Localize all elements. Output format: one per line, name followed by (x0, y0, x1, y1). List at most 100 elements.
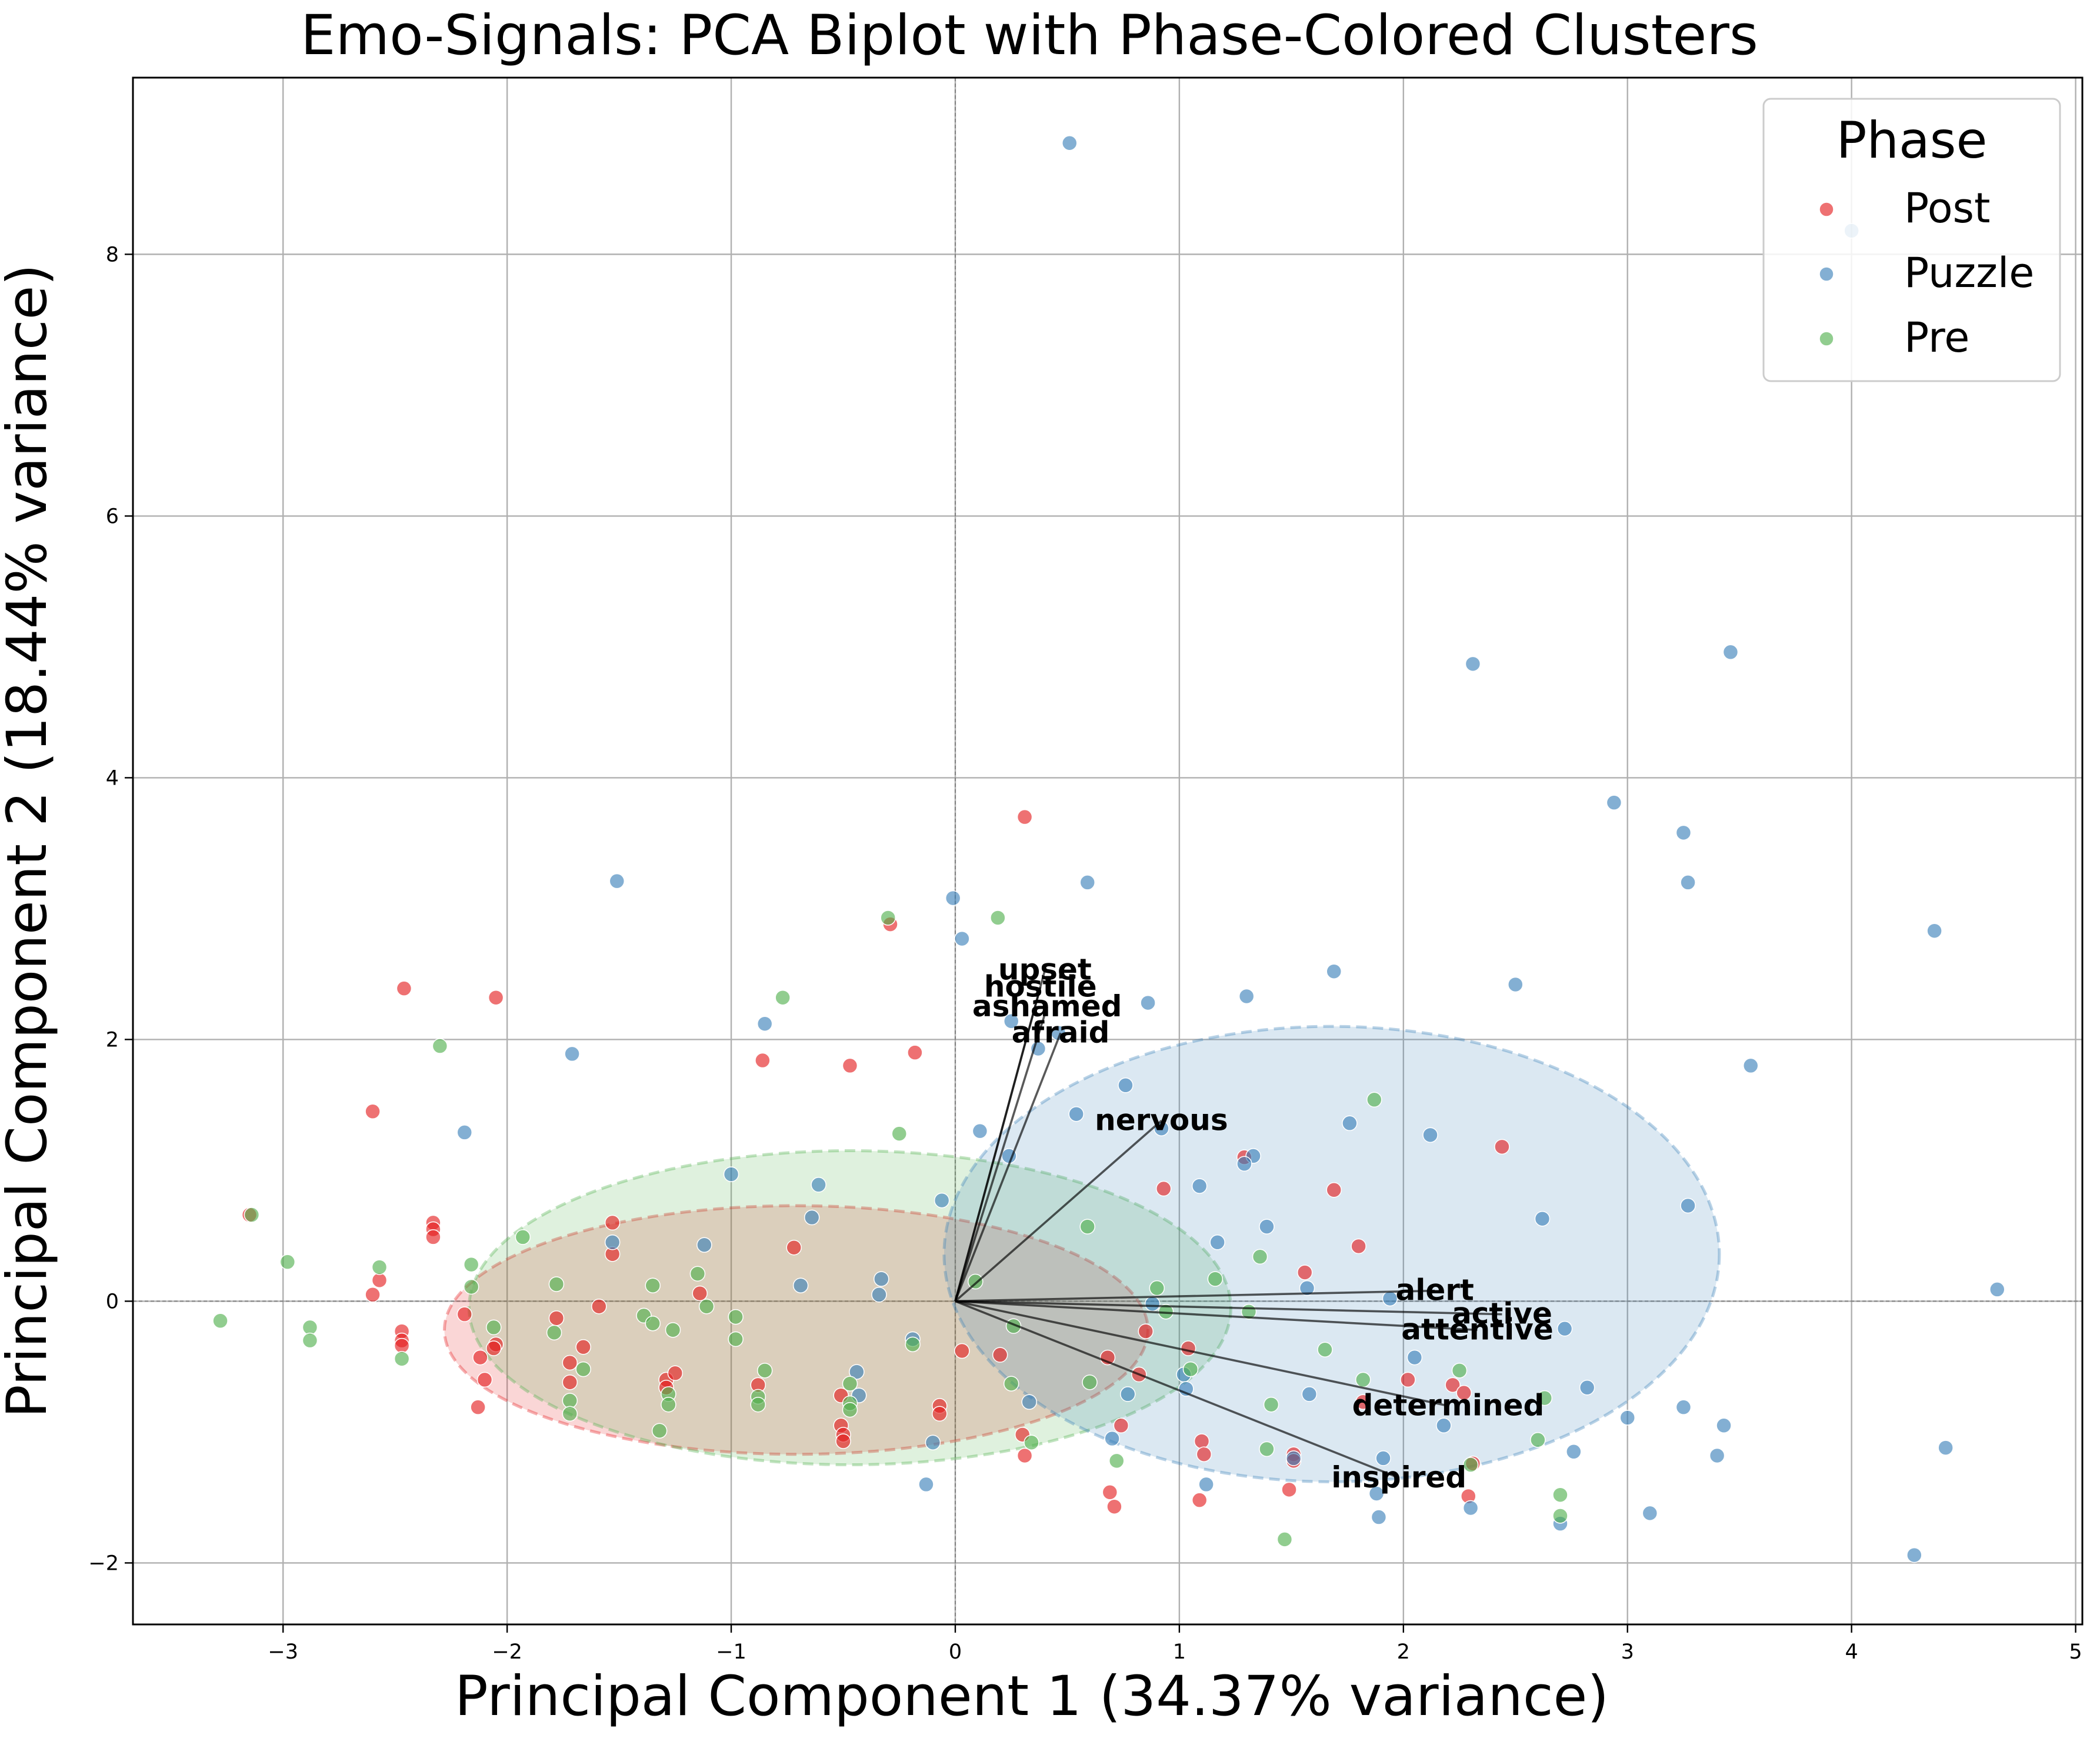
y-tick-label: 4 (106, 766, 119, 790)
data-point-post (470, 1399, 486, 1415)
data-point-post (1194, 1433, 1210, 1449)
loading-arrow-attentive (955, 1300, 1478, 1332)
data-point-puzzle (756, 1016, 773, 1032)
data-point-pre (1552, 1487, 1568, 1503)
data-point-post (1296, 1264, 1313, 1280)
loading-label-upset: upset (998, 952, 1092, 986)
data-point-puzzle (1238, 988, 1255, 1005)
loading-arrow-nervous (954, 1120, 1162, 1302)
data-point-pre (645, 1277, 661, 1293)
loading-arrow-inspired (955, 1300, 1399, 1479)
data-point-puzzle (1375, 1450, 1391, 1466)
axis-ticks: −3 −2 −1 0 1 2 3 4 5 −2 0 2 4 6 8 (88, 243, 2082, 1664)
data-point-puzzle (871, 1287, 887, 1303)
data-point-puzzle (1120, 1386, 1136, 1402)
data-point-puzzle (849, 1364, 865, 1380)
data-point-post (575, 1339, 591, 1355)
data-point-puzzle (1716, 1417, 1732, 1434)
data-point-puzzle (1579, 1380, 1595, 1396)
data-point-puzzle (1422, 1127, 1438, 1143)
data-point-puzzle (1299, 1280, 1315, 1296)
data-point-puzzle (696, 1237, 712, 1253)
data-point-pre (1252, 1249, 1268, 1265)
data-point-pre (645, 1315, 661, 1332)
data-point-post (1106, 1499, 1122, 1514)
data-point-post (932, 1406, 948, 1422)
data-point-pre (1207, 1271, 1224, 1287)
legend-label-puzzle: Puzzle (1904, 249, 2034, 297)
legend-box (1762, 98, 2061, 382)
data-point-puzzle (1926, 923, 1942, 939)
data-point-pre (990, 910, 1006, 926)
loading-label-determined: determined (1352, 1388, 1545, 1422)
data-point-post (365, 1287, 381, 1303)
data-point-pre (1276, 1532, 1293, 1547)
legend-title: Phase (1836, 111, 1988, 170)
data-point-pre (1552, 1508, 1568, 1524)
cluster-ellipse-puzzle (942, 1025, 1721, 1483)
x-tick-label: −1 (716, 1640, 746, 1664)
y-tick-label: 0 (106, 1290, 119, 1313)
data-point-pre (1317, 1342, 1333, 1357)
data-point-pre (756, 1363, 773, 1379)
data-point-pre (212, 1313, 228, 1329)
data-point-pre (575, 1361, 591, 1377)
data-point-post (1355, 1394, 1371, 1410)
data-point-post (562, 1354, 578, 1371)
data-point-post (1016, 809, 1033, 825)
data-point-post (371, 1272, 388, 1289)
data-point-puzzle (811, 1177, 826, 1193)
data-point-puzzle (792, 1277, 809, 1293)
data-point-pre (1263, 1396, 1279, 1413)
data-point-puzzle (1680, 875, 1696, 890)
data-point-puzzle (1140, 995, 1156, 1011)
legend-marker-post (1819, 202, 1834, 217)
data-point-pre (842, 1376, 858, 1392)
data-point-post (472, 1349, 488, 1366)
loading-arrow-active (955, 1300, 1502, 1316)
data-point-post (425, 1229, 441, 1245)
data-point-post (604, 1215, 621, 1231)
data-point-post (1016, 1447, 1033, 1464)
data-point-pre (548, 1276, 565, 1292)
data-point-puzzle (972, 1123, 988, 1139)
data-point-puzzle (1144, 1296, 1161, 1312)
data-point-post (591, 1299, 607, 1314)
legend-label-pre: Pre (1904, 313, 1969, 362)
data-point-puzzle (954, 930, 970, 947)
legend-marker-pre (1819, 331, 1834, 346)
data-point-pre (1462, 1457, 1479, 1473)
data-point-puzzle (1368, 1486, 1385, 1502)
data-point-pre (905, 1336, 921, 1353)
x-tick-label: −3 (268, 1640, 298, 1664)
data-point-pre (1082, 1374, 1098, 1390)
data-point-puzzle (1642, 1505, 1658, 1522)
data-point-pre (775, 989, 791, 1006)
data-point-pre (562, 1406, 578, 1422)
data-point-pre (968, 1273, 984, 1290)
data-point-post (1196, 1446, 1212, 1462)
data-point-puzzle (1465, 656, 1481, 672)
loading-label-afraid: afraid (1012, 1015, 1110, 1049)
data-point-puzzle (918, 1476, 934, 1493)
data-point-pre (1366, 1092, 1382, 1108)
data-point-pre (1108, 1453, 1125, 1469)
data-point-puzzle (1675, 825, 1692, 841)
data-point-pre (432, 1038, 448, 1054)
data-point-puzzle (1236, 1156, 1252, 1172)
data-point-pre (1024, 1434, 1039, 1450)
data-point-puzzle (1068, 1106, 1084, 1122)
legend-label-post: Post (1904, 184, 1990, 232)
data-point-puzzle (1003, 1013, 1019, 1029)
y-tick-label: 2 (106, 1028, 119, 1052)
data-point-post (476, 1372, 493, 1388)
data-point-puzzle (1259, 1219, 1275, 1234)
data-point-pre (728, 1331, 744, 1347)
loading-label-nervous: nervous (1095, 1103, 1228, 1137)
y-tick-label: 8 (106, 243, 119, 266)
loading-label-hostile: hostile (984, 969, 1097, 1003)
data-point-pre (244, 1207, 260, 1223)
data-point-puzzle (1462, 1500, 1479, 1516)
